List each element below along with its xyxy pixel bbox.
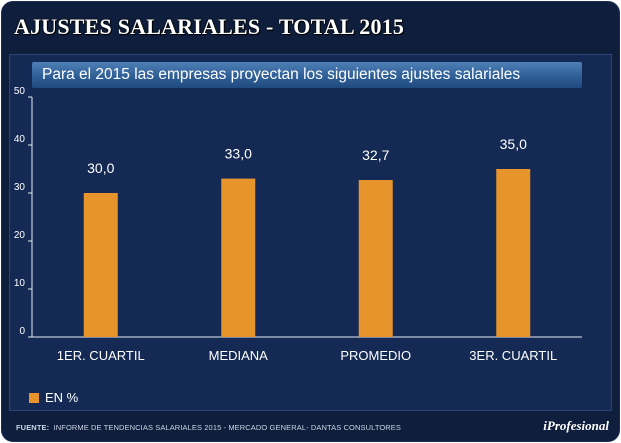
chart-subtitle: Para el 2015 las empresas proyectan los … <box>42 66 521 83</box>
source-note: FUENTE: INFORME DE TENDENCIAS SALARIALES… <box>16 423 401 432</box>
bar-value-label: 35,0 <box>500 136 527 152</box>
y-tick-label: 50 <box>14 86 26 97</box>
y-tick-label: 30 <box>14 182 26 193</box>
source-label: FUENTE: <box>16 423 50 432</box>
chart-title: AJUSTES SALARIALES - TOTAL 2015 <box>14 14 405 39</box>
iprofesional-logo: iProfesional <box>543 418 609 433</box>
bar-value-label: 32,7 <box>362 147 389 163</box>
legend-label: EN % <box>45 390 79 405</box>
y-tick-label: 20 <box>14 230 26 241</box>
x-category-label: 3ER. CUARTIL <box>469 348 557 363</box>
y-tick-label: 0 <box>19 326 25 337</box>
bar-value-label: 33,0 <box>225 146 252 162</box>
bar-value-label: 30,0 <box>87 160 114 176</box>
x-category-label: PROMEDIO <box>340 348 411 363</box>
chart-marks: 30,0 1ER. CUARTIL 33,0 MEDIANA 32,7 PROMEDIO 3… <box>57 136 557 363</box>
bar-2 <box>221 178 256 337</box>
bar-3 <box>358 180 393 337</box>
bar-1 <box>83 193 118 337</box>
y-tick-label: 10 <box>14 278 26 289</box>
subtitle-bar <box>32 62 582 88</box>
source-text: INFORME DE TENDENCIAS SALARIALES 2015 - … <box>53 423 402 432</box>
x-category-label: MEDIANA <box>209 348 269 363</box>
legend-swatch <box>29 393 39 403</box>
bar-4 <box>496 169 531 337</box>
y-tick-label: 40 <box>14 134 26 145</box>
chart-axes: 0 10 20 30 40 50 <box>14 86 582 338</box>
x-category-label: 1ER. CUARTIL <box>57 348 145 363</box>
